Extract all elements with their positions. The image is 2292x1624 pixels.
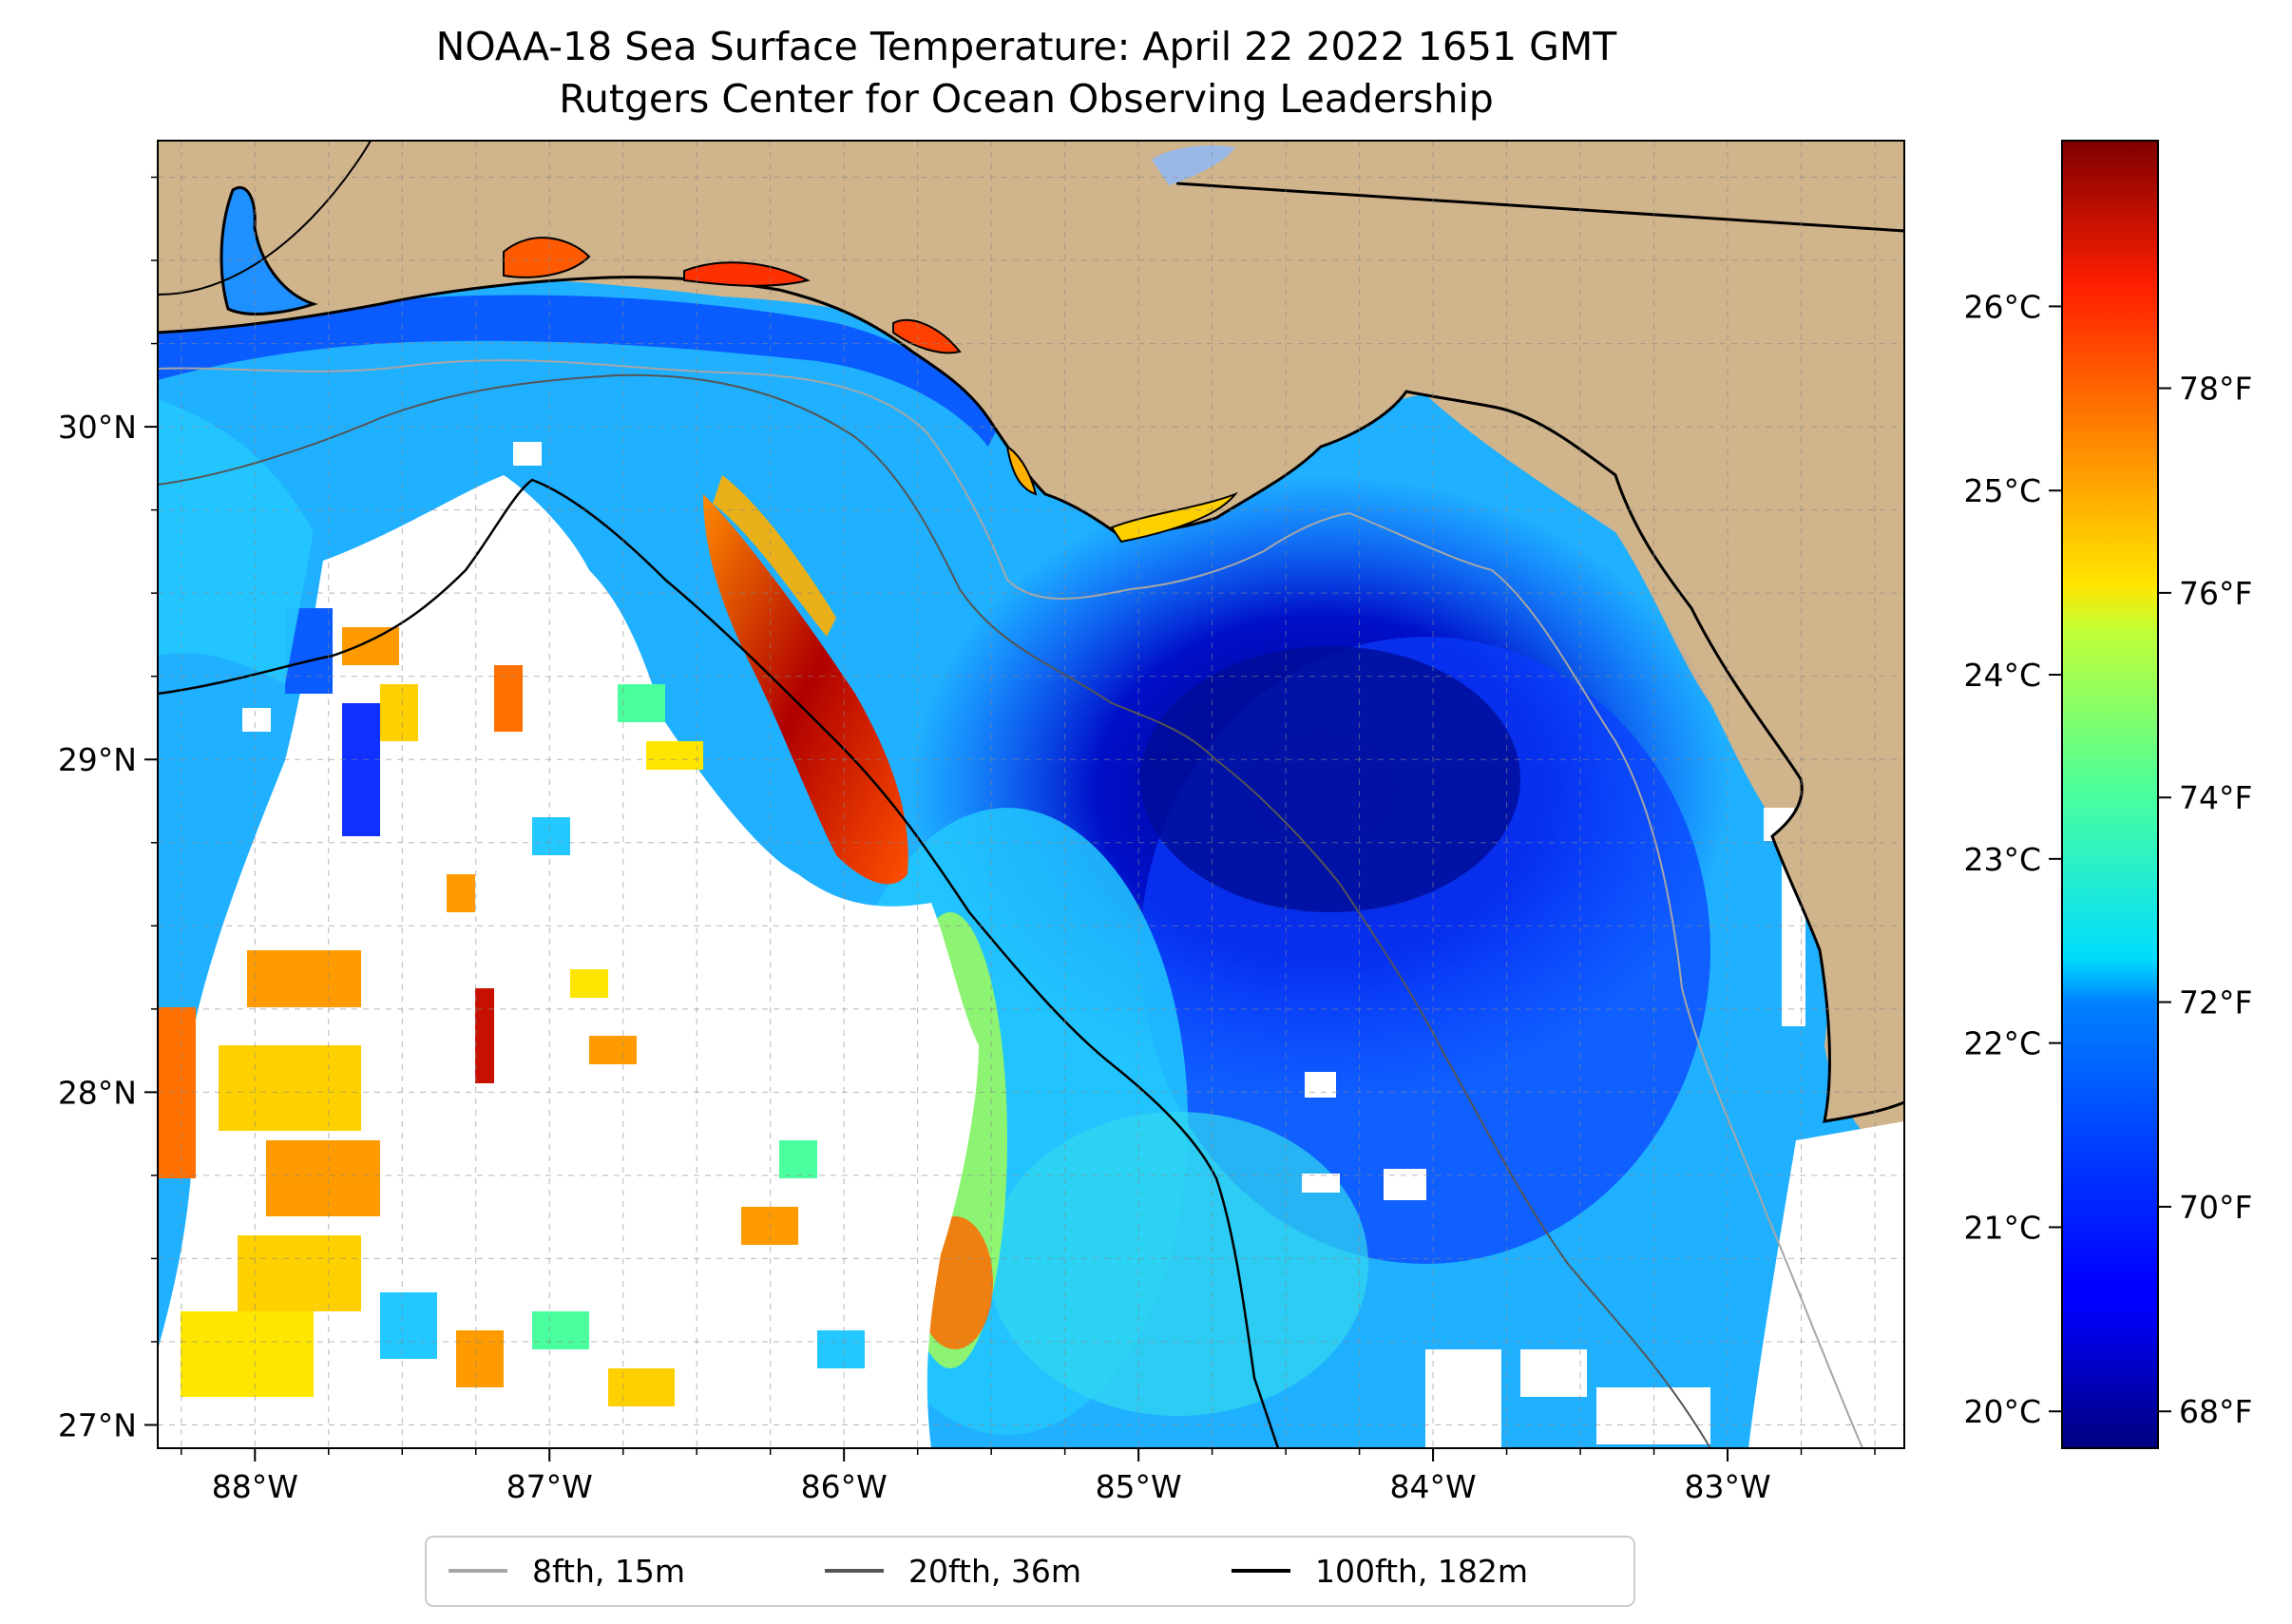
map-axes: 88°W 87°W 86°W 85°W 84°W 83°W 27°N 28°N 29°N 30°N (58, 176, 1876, 1505)
tick-label-lat: 27°N (58, 1406, 137, 1443)
cbar-label-c: 22°C (1963, 1025, 2041, 1062)
isobath-20fth (158, 373, 1711, 1448)
title-line2: Rutgers Center for Ocean Observing Leade… (559, 76, 1494, 122)
lake (1152, 145, 1235, 185)
coastline (158, 276, 1904, 1123)
tick-label-lon: 84°W (1390, 1468, 1477, 1505)
tick-label-lat: 29°N (58, 741, 137, 778)
map-frame (157, 140, 1905, 1449)
legend-label: 8fth, 15m (532, 1553, 685, 1590)
tick-label-lon: 88°W (212, 1468, 298, 1505)
cbar-label-f: 70°F (2179, 1189, 2252, 1226)
tick-label-lon: 85°W (1096, 1468, 1182, 1505)
cbar-label-c: 21°C (1963, 1209, 2041, 1246)
cbar-label-f: 72°F (2179, 984, 2252, 1022)
cbar-label-c: 26°C (1963, 288, 2041, 325)
cbar-label-f: 68°F (2179, 1393, 2252, 1430)
cbar-label-c: 25°C (1963, 472, 2041, 509)
map-area (158, 141, 1904, 1448)
cloud-region-speckles (158, 608, 865, 1406)
cbar-label-f: 76°F (2179, 575, 2252, 612)
cbar-label-c: 20°C (1963, 1393, 2041, 1430)
legend-box (425, 1536, 1635, 1607)
warm-filament (703, 494, 908, 885)
state-boundary (1175, 182, 1904, 233)
cbar-label-f: 78°F (2179, 371, 2252, 408)
isobath-100fth (158, 478, 1280, 1448)
legend: 8fth, 15m 20fth, 36m 100fth, 182m (425, 1536, 1635, 1607)
legend-label: 100fth, 182m (1315, 1553, 1528, 1590)
legend-label: 20fth, 36m (908, 1553, 1081, 1590)
cbar-label-f: 74°F (2179, 779, 2252, 816)
gridlines (158, 141, 1904, 1448)
title-line1: NOAA-18 Sea Surface Temperature: April 2… (436, 24, 1618, 69)
colorbar-ticks: 20°C 21°C 22°C 23°C 24°C 25°C 26°C 68°F 70°F 72°F… (1963, 288, 2252, 1430)
colorbar (2061, 140, 2159, 1449)
tick-label-lon: 86°W (801, 1468, 888, 1505)
shelf-cool-band (158, 295, 998, 447)
tick-label-lon: 83°W (1684, 1468, 1770, 1505)
land-mask (158, 141, 1904, 1121)
tick-label-lat: 28°N (58, 1074, 137, 1111)
cbar-label-c: 24°C (1963, 657, 2041, 694)
tick-label-lat: 30°N (58, 409, 137, 446)
tick-label-lon: 87°W (506, 1468, 593, 1505)
isobath-8fth (158, 359, 1863, 1448)
cbar-label-c: 23°C (1963, 841, 2041, 878)
